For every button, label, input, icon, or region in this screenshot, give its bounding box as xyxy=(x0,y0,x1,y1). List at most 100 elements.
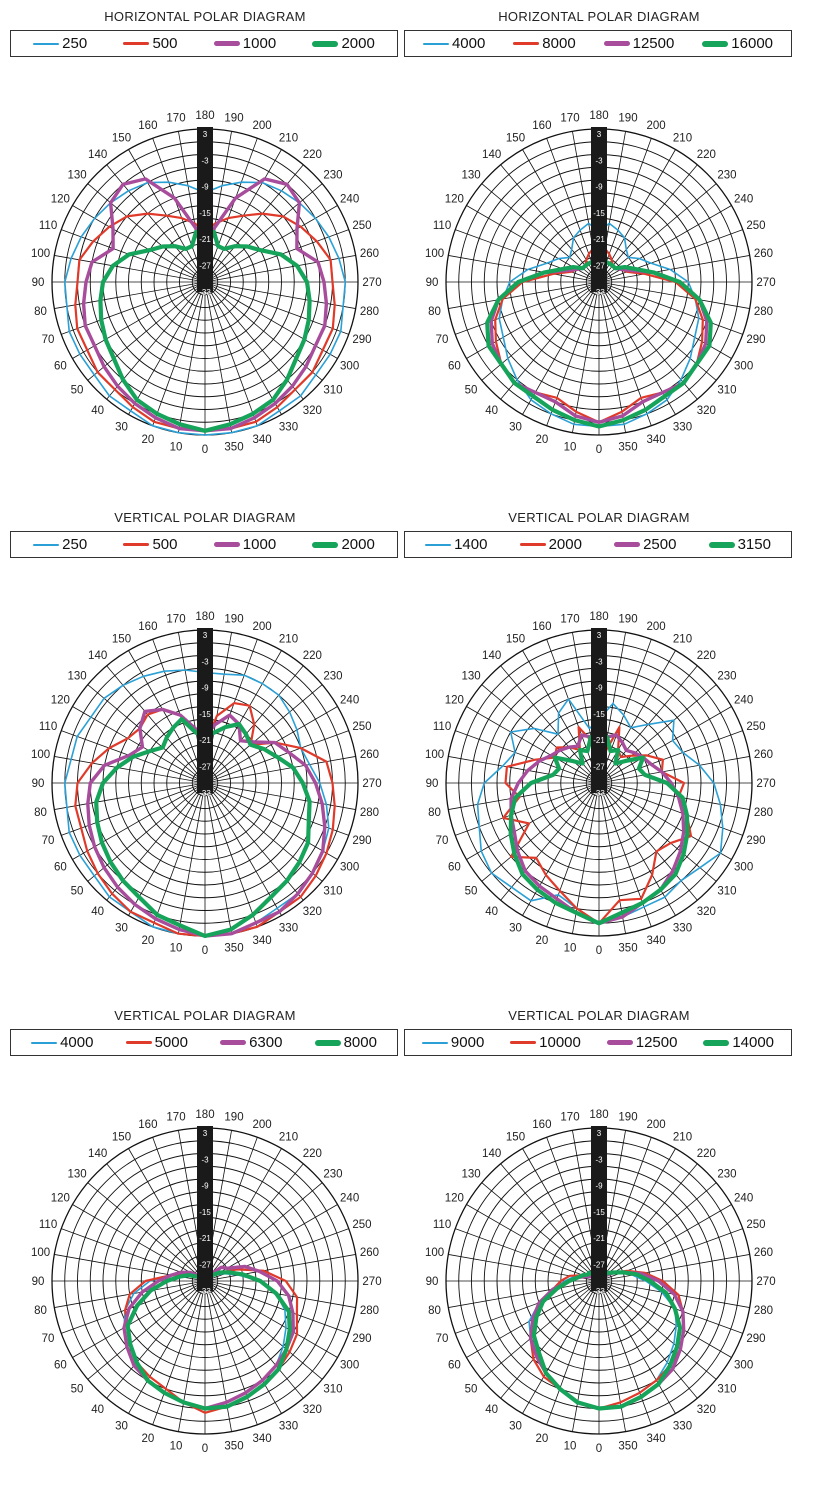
angle-tick-label: 280 xyxy=(754,306,773,318)
angle-tick-label: 160 xyxy=(138,120,157,132)
angle-tick-label: 30 xyxy=(509,923,522,935)
angle-tick-label: 280 xyxy=(360,1305,379,1317)
grid-spoke xyxy=(106,1280,206,1399)
grid-spoke xyxy=(598,1137,652,1282)
grid-spoke xyxy=(204,782,323,882)
angle-tick-label: 100 xyxy=(425,1247,444,1259)
angle-tick-label: 130 xyxy=(461,671,480,683)
angle-tick-label: 80 xyxy=(428,306,441,318)
grid-spoke xyxy=(204,1280,323,1380)
grid-spoke xyxy=(500,1280,600,1399)
angle-tick-label: 220 xyxy=(697,149,716,161)
angle-tick-label: 170 xyxy=(166,1112,185,1124)
legend-item: 8000 xyxy=(513,35,576,52)
angle-tick-label: 170 xyxy=(560,1112,579,1124)
db-tick-label: -27 xyxy=(593,262,605,271)
legend-item: 4000 xyxy=(422,35,485,52)
grid-spoke xyxy=(481,183,600,283)
legend-label: 16000 xyxy=(731,35,774,52)
db-tick-label: -3 xyxy=(201,657,209,666)
angle-tick-label: 210 xyxy=(279,132,298,144)
angle-tick-label: 90 xyxy=(426,1276,439,1288)
grid-spoke xyxy=(204,1148,282,1282)
legend-swatch xyxy=(314,1039,341,1046)
db-tick-label: -3 xyxy=(595,156,603,165)
legend-item: 1400 xyxy=(425,536,487,553)
angle-tick-label: 220 xyxy=(303,149,322,161)
db-tick-label: -3 xyxy=(201,156,209,165)
angle-tick-label: 120 xyxy=(51,194,70,206)
legend-item: 1000 xyxy=(213,536,276,553)
angle-tick-label: 100 xyxy=(31,749,50,761)
grid-spoke xyxy=(128,650,206,784)
angle-tick-label: 70 xyxy=(436,1333,449,1345)
grid-spoke xyxy=(598,782,676,916)
angle-tick-label: 270 xyxy=(756,778,775,790)
grid-spoke xyxy=(204,782,356,810)
angle-tick-label: 300 xyxy=(340,361,359,373)
chart-legend: 250 500 1000 2000 xyxy=(10,30,398,57)
legend-label: 250 xyxy=(62,35,88,52)
db-tick-label: -15 xyxy=(199,209,211,218)
angle-tick-label: 30 xyxy=(509,422,522,434)
grid-spoke xyxy=(500,782,600,901)
angle-tick-label: 230 xyxy=(323,671,342,683)
grid-spoke xyxy=(598,639,652,784)
angle-tick-label: 120 xyxy=(51,1193,70,1205)
db-tick-label: -21 xyxy=(593,736,605,745)
angle-tick-label: 330 xyxy=(279,923,298,935)
legend-item: 9000 xyxy=(421,1034,484,1051)
grid-spoke xyxy=(204,281,356,309)
angle-tick-label: 350 xyxy=(224,1440,243,1452)
grid-spoke xyxy=(178,1280,206,1432)
angle-tick-label: 290 xyxy=(352,334,371,346)
legend-label: 6300 xyxy=(249,1034,283,1051)
grid-spoke xyxy=(61,782,206,836)
angle-tick-label: 140 xyxy=(88,1148,107,1160)
angle-tick-label: 310 xyxy=(717,384,736,396)
db-tick-label: -27 xyxy=(593,763,605,772)
grid-spoke xyxy=(87,782,206,882)
legend-label: 10000 xyxy=(539,1034,581,1051)
angle-tick-label: 190 xyxy=(618,1112,637,1124)
grid-spoke xyxy=(152,782,206,927)
angle-tick-label: 200 xyxy=(253,1119,272,1131)
angle-tick-label: 50 xyxy=(71,885,84,897)
angle-tick-label: 290 xyxy=(746,1333,765,1345)
grid-spoke xyxy=(128,1148,206,1282)
angle-tick-label: 150 xyxy=(506,132,525,144)
angle-tick-label: 0 xyxy=(202,444,208,456)
angle-tick-label: 40 xyxy=(91,1404,104,1416)
angle-tick-label: 150 xyxy=(506,633,525,645)
grid-spoke xyxy=(598,281,626,433)
angle-tick-label: 220 xyxy=(303,650,322,662)
db-tick-label: 3 xyxy=(203,130,208,139)
db-scale-bar xyxy=(591,1126,607,1291)
angle-tick-label: 120 xyxy=(445,695,464,707)
db-tick-label: -3 xyxy=(595,657,603,666)
legend-swatch xyxy=(33,42,60,45)
angle-tick-label: 350 xyxy=(618,1440,637,1452)
angle-tick-label: 180 xyxy=(589,611,608,623)
angle-tick-label: 140 xyxy=(482,650,501,662)
angle-tick-label: 40 xyxy=(91,906,104,918)
angle-tick-label: 350 xyxy=(224,441,243,453)
angle-tick-label: 200 xyxy=(647,621,666,633)
grid-spoke xyxy=(572,1280,600,1432)
angle-tick-label: 280 xyxy=(360,807,379,819)
grid-spoke xyxy=(87,1182,206,1282)
angle-tick-label: 110 xyxy=(433,220,451,232)
angle-tick-label: 190 xyxy=(224,113,243,125)
angle-tick-label: 40 xyxy=(485,405,498,417)
angle-tick-label: 170 xyxy=(560,113,579,125)
angle-tick-label: 70 xyxy=(436,334,449,346)
angle-tick-label: 130 xyxy=(461,1169,480,1181)
angle-tick-label: 110 xyxy=(39,220,57,232)
grid-spoke xyxy=(204,183,323,283)
db-scale-bar xyxy=(197,1126,213,1291)
grid-spoke xyxy=(598,1280,652,1425)
chart-legend: 1400 2000 2500 3150 xyxy=(404,531,792,558)
angle-tick-label: 310 xyxy=(323,885,342,897)
angle-tick-label: 230 xyxy=(717,170,736,182)
